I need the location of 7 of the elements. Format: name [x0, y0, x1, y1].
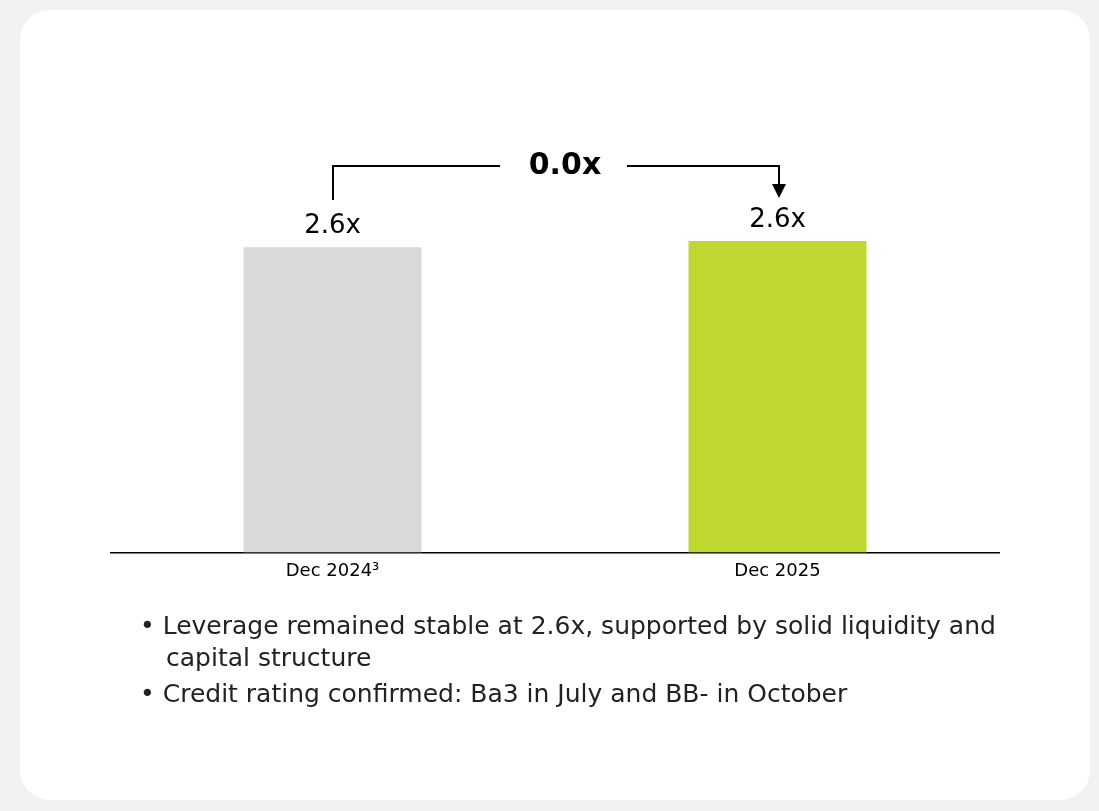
text: • Leverage remained stable at 2.6x, supported by solid liquidity and capital structure — [140, 610, 997, 674]
text: 2.6x — [304, 208, 361, 239]
text: 2.6x — [749, 202, 806, 233]
x-tick-label: Dec 2024³ — [285, 558, 380, 580]
text: • Credit rating confirmed: Ba3 in July and BB- in October — [140, 678, 849, 710]
x-tick-label: Dec 2025 — [734, 558, 821, 580]
text: 0.0x — [527, 146, 603, 181]
